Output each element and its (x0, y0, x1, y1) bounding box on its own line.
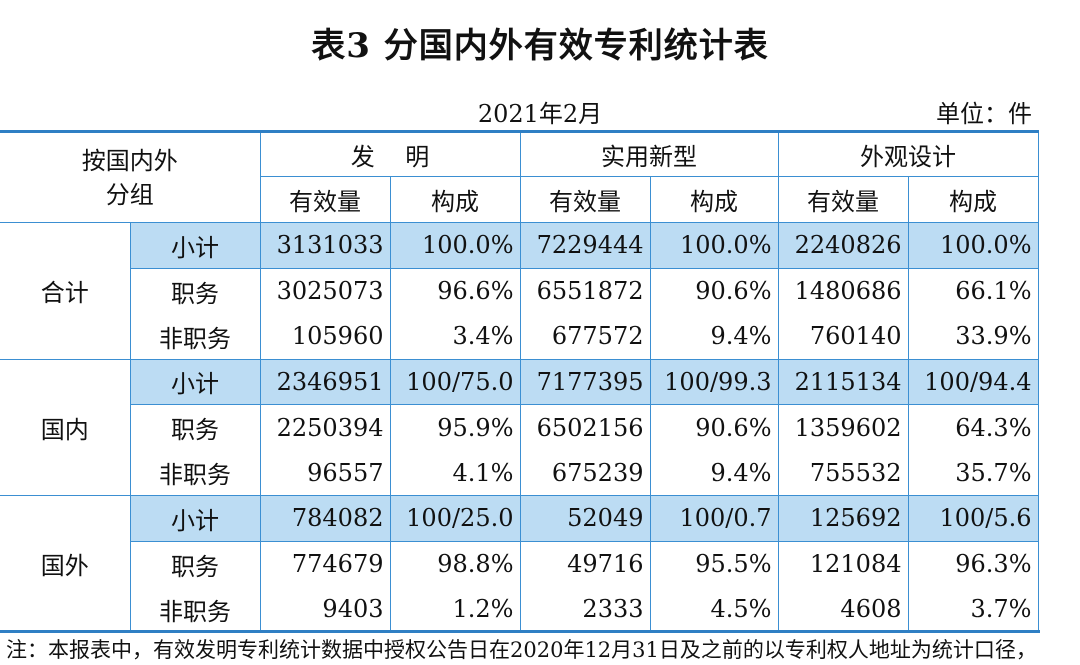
table-cell: 2346951 (259, 358, 391, 405)
table-cell: 4.1% (389, 450, 521, 496)
table-cell: 677572 (519, 313, 651, 359)
table-cell: 100.0% (649, 222, 779, 269)
table-cell: 9403 (259, 586, 391, 632)
section-label: 合计 (0, 222, 131, 360)
header-row-sub: 有效量 构成 有效量 构成 有效量 构成 (0, 176, 1039, 223)
table-cell: 100.0% (907, 222, 1039, 269)
table-cell: 7229444 (519, 222, 651, 269)
sub-header-count: 有效量 (519, 176, 651, 223)
corner-header: 按国内外 分组 (0, 130, 261, 223)
header-row-groups: 按国内外 分组 发 明 实用新型 外观设计 (0, 130, 1039, 223)
table-cell: 3131033 (259, 222, 391, 269)
table-cell: 3.4% (389, 313, 521, 359)
corner-header-line1: 按国内外 (81, 146, 178, 175)
table-row: 职务 774679 98.8% 49716 95.5% 121084 96.3% (0, 541, 1039, 587)
table-cell: 4608 (777, 586, 909, 632)
table-cell: 100/75.0 (389, 358, 521, 405)
table-row: 职务 3025073 96.6% 6551872 90.6% 1480686 6… (0, 268, 1039, 314)
corner-header-line2: 分组 (105, 180, 154, 209)
table-cell: 35.7% (907, 450, 1039, 496)
section-label: 国内 (0, 358, 131, 496)
table-cell: 64.3% (907, 404, 1039, 450)
table-cell: 4.5% (649, 586, 779, 632)
group-header-invention: 发 明 (259, 130, 521, 177)
table-cell: 100/0.7 (649, 495, 779, 542)
table-cell: 774679 (259, 541, 391, 587)
table-cell: 1.2% (389, 586, 521, 632)
row-label: 小计 (129, 222, 261, 269)
table-cell: 121084 (777, 541, 909, 587)
table-cell: 90.6% (649, 404, 779, 450)
table-cell: 96.6% (389, 268, 521, 314)
table-cell: 105960 (259, 313, 391, 359)
sub-header-share: 构成 (907, 176, 1039, 223)
section-label: 国外 (0, 495, 131, 633)
table-cell: 760140 (777, 313, 909, 359)
table-row: 国内 小计 2346951 100/75.0 7177395 100/99.3 … (0, 358, 1039, 496)
table-title: 表3 分国内外有效专利统计表 (311, 26, 769, 66)
table-cell: 9.4% (649, 450, 779, 496)
table-row: 职务 2250394 95.9% 6502156 90.6% 1359602 6… (0, 404, 1039, 450)
table-cell: 96557 (259, 450, 391, 496)
table-cell: 100/25.0 (389, 495, 521, 542)
table-cell: 100/99.3 (649, 358, 779, 405)
table-cell: 3.7% (907, 586, 1039, 632)
table-cell: 100.0% (389, 222, 521, 269)
table-cell: 6502156 (519, 404, 651, 450)
table-cell: 66.1% (907, 268, 1039, 314)
sub-header-share: 构成 (389, 176, 521, 223)
row-label: 职务 (129, 404, 261, 450)
group-header-utility-model: 实用新型 (519, 130, 779, 177)
row-label: 职务 (129, 268, 261, 314)
sub-header-count: 有效量 (259, 176, 391, 223)
table-cell: 2115134 (777, 358, 909, 405)
table-cell: 90.6% (649, 268, 779, 314)
table-row: 合计 小计 3131033 100.0% 7229444 100.0% 2240… (0, 222, 1039, 360)
table-row: 非职务 9403 1.2% 2333 4.5% 4608 3.7% (0, 586, 1039, 632)
table-cell: 1480686 (777, 268, 909, 314)
footnote: 注：本报表中，有效发明专利统计数据中授权公告日在2020年12月31日及之前的以… (6, 638, 1037, 662)
row-label: 小计 (129, 495, 261, 542)
row-label: 非职务 (129, 586, 261, 632)
row-label: 非职务 (129, 313, 261, 359)
table-row: 非职务 105960 3.4% 677572 9.4% 760140 33.9% (0, 313, 1039, 359)
table-cell: 755532 (777, 450, 909, 496)
table-cell: 2240826 (777, 222, 909, 269)
table-cell: 784082 (259, 495, 391, 542)
table-cell: 95.5% (649, 541, 779, 587)
table-cell: 6551872 (519, 268, 651, 314)
table-cell: 1359602 (777, 404, 909, 450)
table-cell: 3025073 (259, 268, 391, 314)
patent-statistics-table: 按国内外 分组 发 明 实用新型 外观设计 有效量 构成 有效量 构成 有效量 … (0, 130, 1039, 633)
table-row: 国外 小计 784082 100/25.0 52049 100/0.7 1256… (0, 495, 1039, 633)
table-cell: 2250394 (259, 404, 391, 450)
report-date: 2021年2月 (477, 100, 603, 128)
table-cell: 125692 (777, 495, 909, 542)
row-label: 非职务 (129, 450, 261, 496)
row-label: 职务 (129, 541, 261, 587)
table-cell: 100/5.6 (907, 495, 1039, 542)
row-label: 小计 (129, 358, 261, 405)
table-cell: 7177395 (519, 358, 651, 405)
unit-label: 单位：件 (936, 100, 1032, 128)
table-cell: 9.4% (649, 313, 779, 359)
table-row: 非职务 96557 4.1% 675239 9.4% 755532 35.7% (0, 450, 1039, 496)
table-cell: 98.8% (389, 541, 521, 587)
table-cell: 100/94.4 (907, 358, 1039, 405)
sub-header-count: 有效量 (777, 176, 909, 223)
table-cell: 49716 (519, 541, 651, 587)
table-bottom-rule (0, 630, 1040, 633)
table-cell: 2333 (519, 586, 651, 632)
table-cell: 52049 (519, 495, 651, 542)
table-cell: 95.9% (389, 404, 521, 450)
group-header-design: 外观设计 (777, 130, 1039, 177)
table-cell: 33.9% (907, 313, 1039, 359)
table-cell: 96.3% (907, 541, 1039, 587)
sub-header-share: 构成 (649, 176, 779, 223)
table-cell: 675239 (519, 450, 651, 496)
